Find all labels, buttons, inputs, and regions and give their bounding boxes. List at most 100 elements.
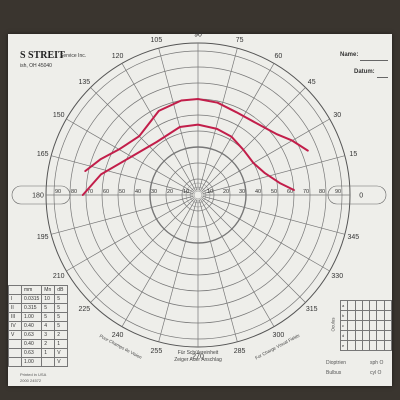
grid-cell — [361, 330, 371, 341]
table-cell: 5 — [54, 321, 69, 331]
meridian-240 — [121, 198, 196, 327]
table-row: III 1.00 5 5 — [8, 312, 69, 322]
meridian-315 — [201, 198, 306, 303]
scale-label-90: 90 — [335, 189, 341, 195]
table-cell — [8, 348, 22, 358]
table-cell: 0.0315 — [20, 294, 43, 304]
grid-cell — [361, 320, 371, 331]
meridian-label-45: 45 — [308, 79, 316, 86]
meridian-label-90: 90 — [194, 32, 202, 39]
table-cell: 1.00 — [20, 312, 43, 322]
print-note: Printed in USA — [20, 372, 47, 377]
table-row: 1.00 V — [8, 357, 69, 367]
grid-cell — [369, 320, 378, 331]
bottom-caption-bottom: Zeiger Auer Anschlag — [174, 357, 222, 363]
scale-label-60: 60 — [287, 189, 293, 195]
table-row: 0.40 2 1 — [8, 339, 69, 349]
perimetry-chart-sheet — [8, 34, 392, 386]
meridian-label-30: 30 — [333, 112, 341, 119]
table-cell: V — [54, 348, 69, 358]
scale-label-10: 10 — [183, 189, 189, 195]
scale-label-50: 50 — [271, 189, 277, 195]
table-row: V 0.63 3 2 — [8, 330, 69, 340]
table-cell — [8, 339, 22, 349]
grid-row: d — [339, 330, 393, 341]
grid-cell — [354, 300, 363, 311]
scale-label-70: 70 — [303, 189, 309, 195]
table-cell — [41, 357, 56, 367]
table-cell: V — [8, 330, 22, 340]
scale-label-20: 20 — [167, 189, 173, 195]
table-cell: 4 — [41, 321, 56, 331]
grid-cell — [354, 340, 363, 351]
grid-cell — [354, 310, 363, 321]
company-city: ish, OH 45040 — [20, 63, 52, 69]
print-code: 2000 24572 — [20, 378, 42, 383]
grid-row-label: e — [339, 340, 349, 351]
grid-cell — [354, 320, 363, 331]
grid-cell — [383, 310, 393, 321]
oculus-label: Oculus — [330, 317, 336, 332]
scale-label-50: 50 — [119, 189, 125, 195]
table-row: I 0.0315 10 5 — [8, 294, 69, 304]
table-cell: Mn — [41, 285, 56, 295]
table-cell — [8, 285, 22, 295]
meridian-105 — [158, 48, 198, 191]
meridian-label-0: 0 — [359, 193, 363, 200]
scale-label-40: 40 — [255, 189, 261, 195]
grid-row: b — [339, 310, 393, 321]
table-cell: V — [54, 357, 69, 367]
meridian-15 — [202, 155, 345, 195]
grid-cell — [376, 340, 385, 351]
meridian-label-270: 270 — [192, 353, 204, 360]
table-cell: mm — [20, 285, 43, 295]
meridian-label-240: 240 — [112, 332, 124, 339]
meridian-label-195: 195 — [37, 234, 49, 241]
grid-row-label: b — [339, 310, 349, 321]
meridian-label-165: 165 — [37, 151, 49, 158]
diopter-suffix: sph O — [370, 360, 384, 366]
name-line — [360, 60, 388, 61]
date-label: Datum: — [354, 69, 375, 75]
meridian-label-345: 345 — [347, 234, 359, 241]
scale-label-80: 80 — [319, 189, 325, 195]
meridian-120 — [121, 63, 196, 192]
date-line — [377, 77, 388, 78]
scale-label-80: 80 — [71, 189, 77, 195]
table-cell: 0.63 — [20, 348, 43, 358]
scale-label-30: 30 — [151, 189, 157, 195]
meridian-300 — [200, 198, 275, 327]
table-cell: II — [8, 303, 22, 313]
meridian-195 — [51, 195, 194, 235]
grid-cell — [383, 340, 393, 351]
isopter-outer — [84, 98, 309, 172]
table-row: mm Mn dB — [8, 285, 69, 295]
company-subtitle: Service Inc. — [60, 53, 87, 59]
scale-box-right — [327, 185, 387, 205]
table-cell: 1 — [41, 348, 56, 358]
grid-cell — [347, 320, 356, 331]
grid-cell — [376, 300, 385, 311]
table-cell: dB — [54, 285, 69, 295]
scale-label-70: 70 — [87, 189, 93, 195]
stimulus-table-grid: mm Mn dB I 0.0315 10 5 II 0.315 5 5 III 1.00 5 5 IV 0.40… — [8, 285, 69, 367]
table-row: IV 0.40 4 5 — [8, 321, 69, 331]
table-cell: IV — [8, 321, 22, 331]
scale-box-left — [11, 185, 71, 205]
table-cell: 5 — [54, 303, 69, 313]
grid-cell — [347, 310, 356, 321]
scale-label-60: 60 — [103, 189, 109, 195]
table-cell: 0.315 — [20, 303, 43, 313]
meridian-label-300: 300 — [273, 332, 285, 339]
table-cell — [8, 357, 22, 367]
stimulus-table: mm Mn dB I 0.0315 10 5 II 0.315 5 5 III 1.00 5 5 IV 0.40… — [8, 285, 69, 367]
grid-cell — [347, 340, 356, 351]
table-cell: 0.40 — [20, 321, 43, 331]
table-cell: 1.00 — [20, 357, 43, 367]
grid-cell — [369, 340, 378, 351]
meridian-30 — [201, 118, 330, 193]
meridian-label-120: 120 — [112, 53, 124, 60]
meridian-150 — [66, 118, 195, 193]
